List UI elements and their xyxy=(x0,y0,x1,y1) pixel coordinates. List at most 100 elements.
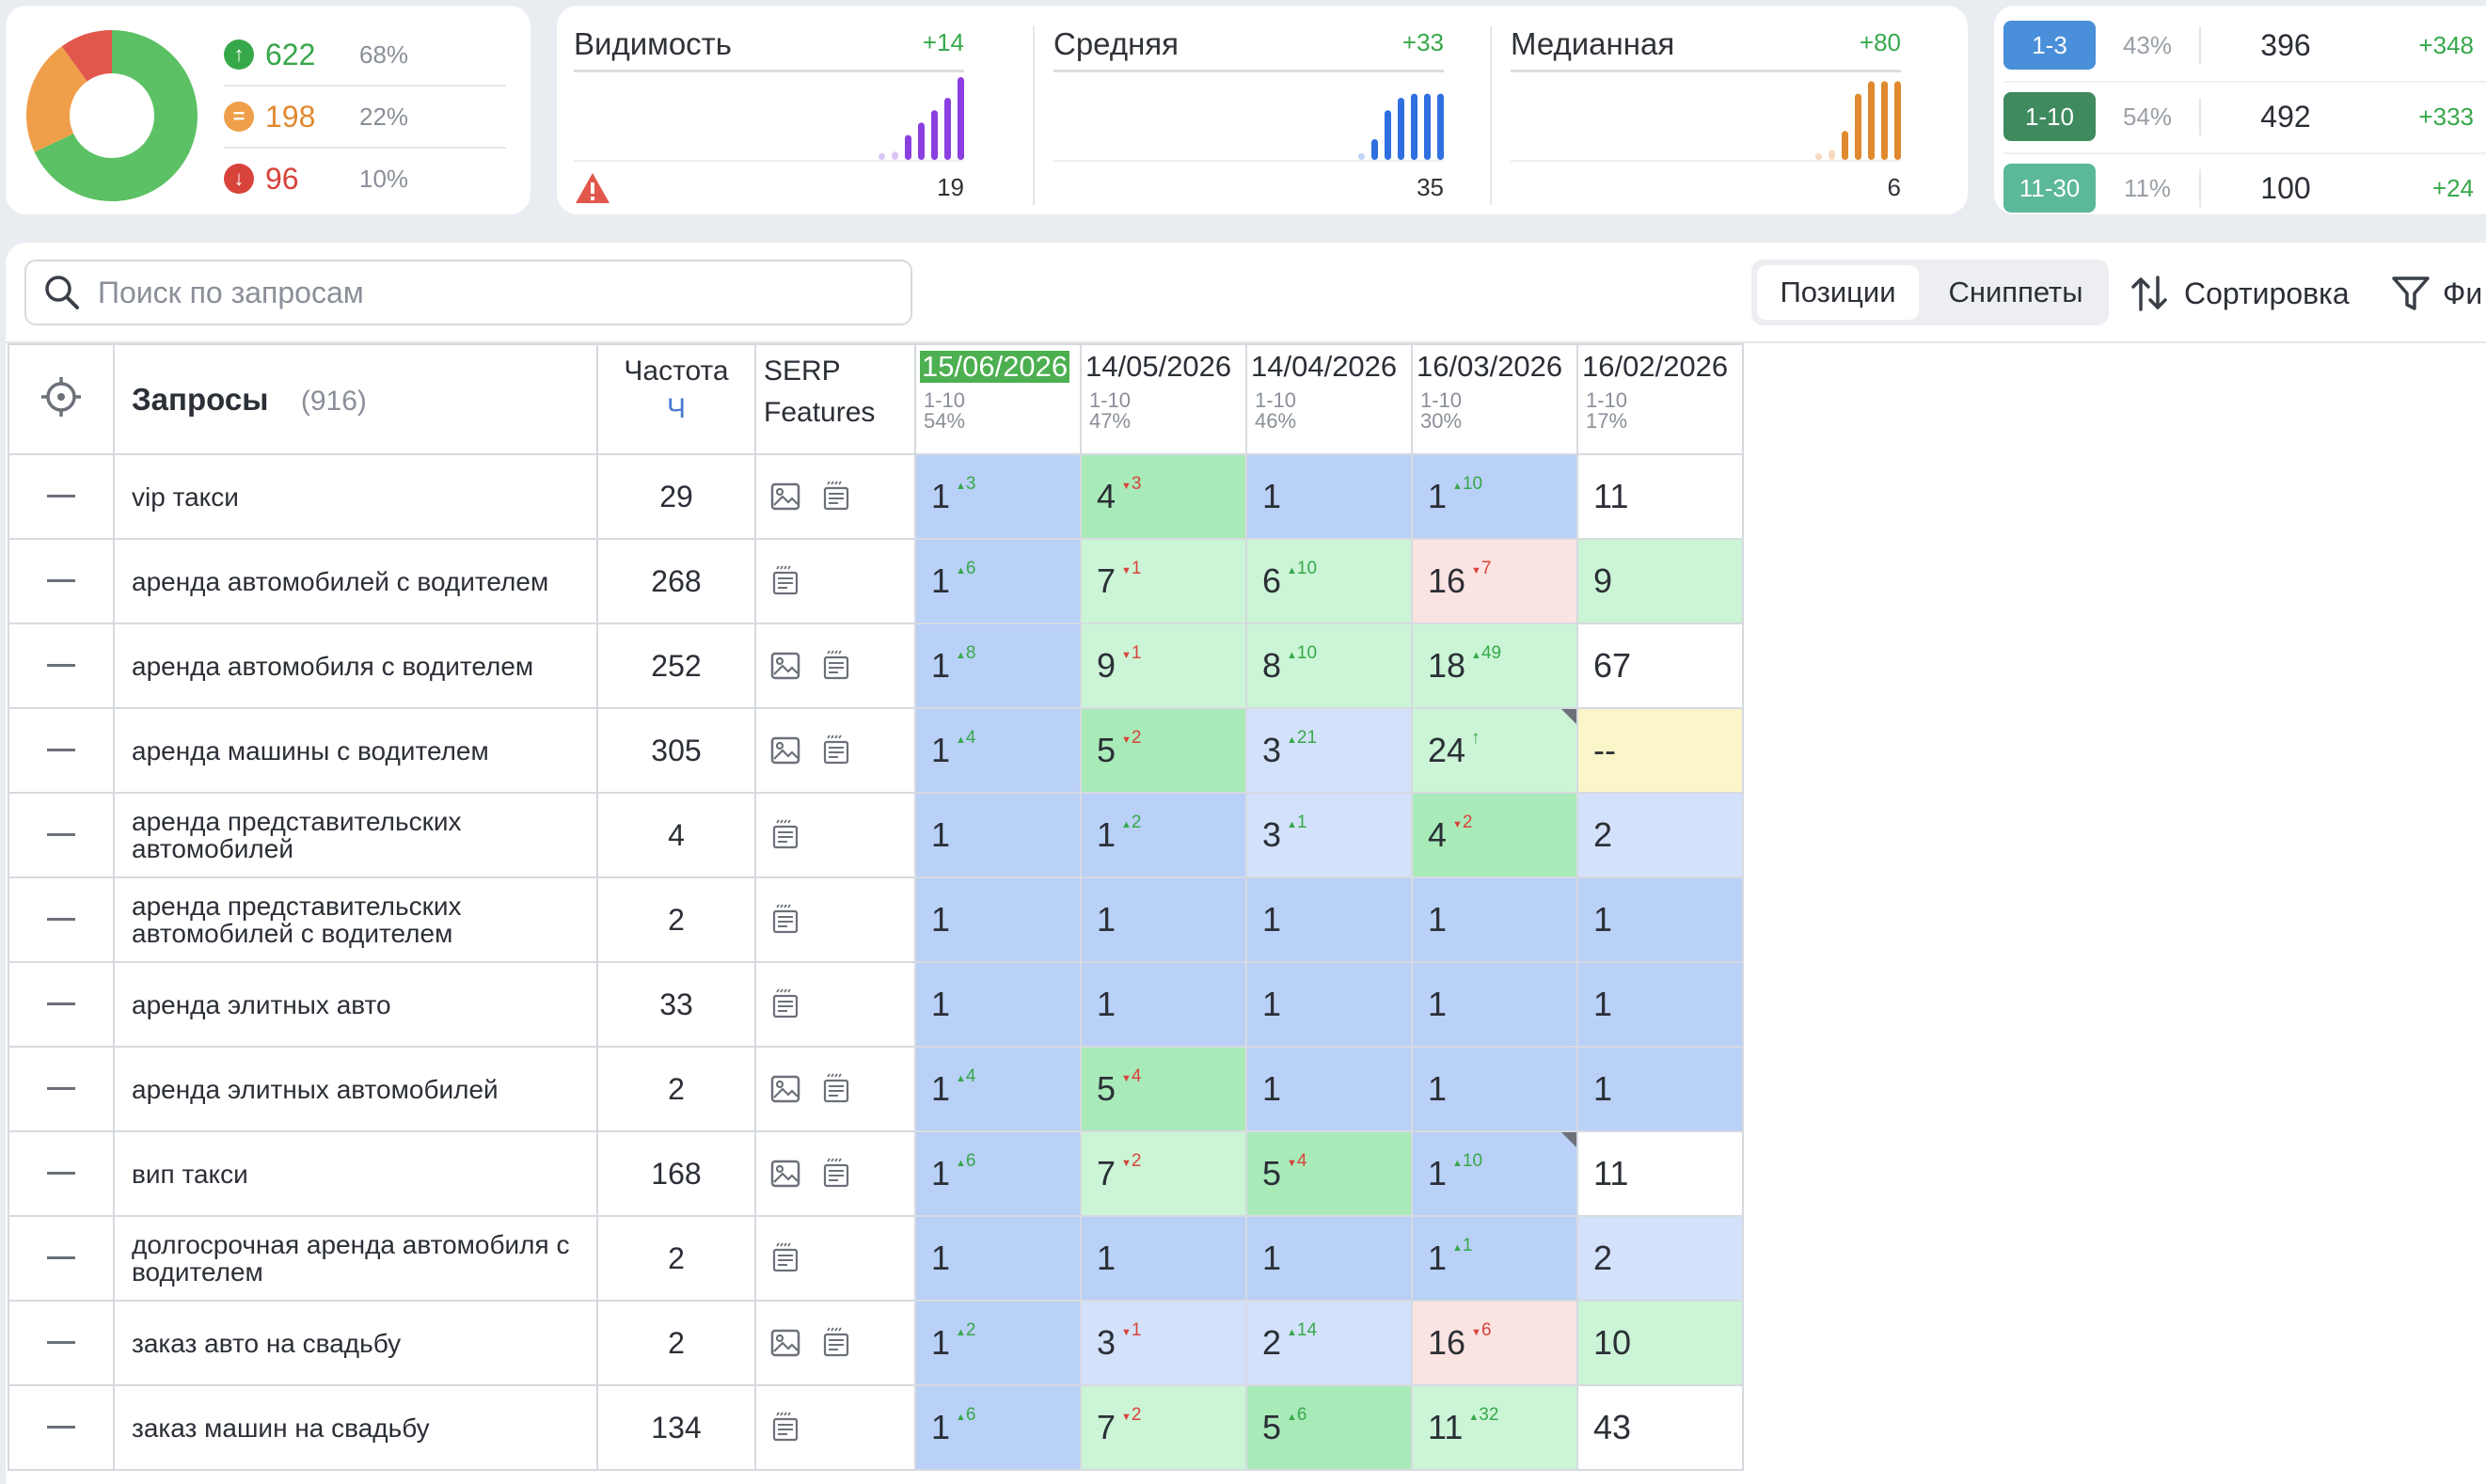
row-toggle[interactable] xyxy=(8,707,115,794)
position-cell[interactable]: 1 xyxy=(1411,1046,1578,1132)
position-cell[interactable]: 1 xyxy=(914,876,1082,963)
serp-features-cell[interactable] xyxy=(754,538,916,624)
serp-features-cell[interactable] xyxy=(754,792,916,878)
position-cell[interactable]: 9 xyxy=(1576,538,1744,624)
position-cell[interactable]: -- xyxy=(1576,707,1744,794)
date-column-header[interactable]: 16/02/2026 1-10 17% xyxy=(1576,343,1744,455)
query-cell[interactable]: аренда представительских автомобилей xyxy=(113,792,598,878)
position-cell[interactable]: 10 xyxy=(1576,1300,1744,1386)
position-cell[interactable]: 1 ▲2 xyxy=(1080,792,1247,878)
serp-features-cell[interactable] xyxy=(754,961,916,1048)
position-cell[interactable]: 3 ▼1 xyxy=(1080,1300,1247,1386)
query-cell[interactable]: вип такси xyxy=(113,1130,598,1217)
table-row[interactable]: аренда представительских автомобилей 4 1 1 ▲… xyxy=(8,792,1744,878)
row-toggle[interactable] xyxy=(8,792,115,878)
position-cell[interactable]: 16 ▼7 xyxy=(1411,538,1578,624)
position-cell[interactable]: 1 xyxy=(914,961,1082,1048)
position-cell[interactable]: 1 xyxy=(1245,453,1413,540)
target-column-header[interactable] xyxy=(8,343,115,455)
query-cell[interactable]: аренда автомобиля с водителем xyxy=(113,623,598,709)
position-cell[interactable]: 3 ▲21 xyxy=(1245,707,1413,794)
serp-features-cell[interactable] xyxy=(754,1215,916,1302)
position-cell[interactable]: 1 xyxy=(1245,1215,1413,1302)
query-cell[interactable]: заказ машин на свадьбу xyxy=(113,1384,598,1471)
sort-button[interactable]: Сортировка xyxy=(2128,267,2350,320)
search-box[interactable] xyxy=(24,260,912,325)
position-cell[interactable]: 1 ▲8 xyxy=(914,623,1082,709)
date-column-header[interactable]: 16/03/2026 1-10 30% xyxy=(1411,343,1578,455)
position-cell[interactable]: 1 ▲1 xyxy=(1411,1215,1578,1302)
row-toggle[interactable] xyxy=(8,876,115,963)
tab-positions[interactable]: Позиции xyxy=(1757,265,1919,320)
position-cell[interactable]: 2 ▲14 xyxy=(1245,1300,1413,1386)
position-cell[interactable]: 1 xyxy=(1576,961,1744,1048)
position-cell[interactable]: 7 ▼2 xyxy=(1080,1384,1247,1471)
position-cell[interactable]: 24 ↑ xyxy=(1411,707,1578,794)
table-row[interactable]: аренда машины с водителем 305 1 ▲4 5 ▼2 3 ▲21 24… xyxy=(8,707,1744,794)
serp-features-cell[interactable] xyxy=(754,1300,916,1386)
position-cell[interactable]: 9 ▼1 xyxy=(1080,623,1247,709)
range-row[interactable]: 1-10 54% 492 +333 xyxy=(2003,87,2486,147)
position-cell[interactable]: 6 ▲10 xyxy=(1245,538,1413,624)
date-column-header[interactable]: 15/06/2026 1-10 54% xyxy=(914,343,1082,455)
position-cell[interactable]: 5 ▼2 xyxy=(1080,707,1247,794)
position-cell[interactable]: 1 xyxy=(914,792,1082,878)
serp-features-cell[interactable] xyxy=(754,1384,916,1471)
table-row[interactable]: вип такси 168 1 ▲6 7 ▼2 5 ▼4 1 ▲10 11 xyxy=(8,1130,1744,1217)
position-cell[interactable]: 1 xyxy=(1411,961,1578,1048)
position-cell[interactable]: 1 xyxy=(1576,1046,1744,1132)
filter-button[interactable]: Фи xyxy=(2390,267,2482,320)
frequency-type[interactable]: Ч xyxy=(667,393,686,424)
tab-snippets[interactable]: Сниппеты xyxy=(1948,276,2083,308)
position-cell[interactable]: 11 ▲32 xyxy=(1411,1384,1578,1471)
position-cell[interactable]: 43 xyxy=(1576,1384,1744,1471)
table-row[interactable]: аренда автомобиля с водителем 252 1 ▲8 9 ▼1 8 ▲… xyxy=(8,623,1744,709)
position-cell[interactable]: 1 ▲6 xyxy=(914,1384,1082,1471)
row-toggle[interactable] xyxy=(8,1046,115,1132)
warning-icon[interactable] xyxy=(574,171,611,205)
position-cell[interactable]: 7 ▼2 xyxy=(1080,1130,1247,1217)
position-cell[interactable]: 5 ▼4 xyxy=(1245,1130,1413,1217)
position-cell[interactable]: 1 xyxy=(1080,1215,1247,1302)
row-toggle[interactable] xyxy=(8,623,115,709)
position-cell[interactable]: 1 ▲3 xyxy=(914,453,1082,540)
position-cell[interactable]: 16 ▼6 xyxy=(1411,1300,1578,1386)
table-row[interactable]: долгосрочная аренда автомобиля с водител… xyxy=(8,1215,1744,1302)
metric-visibility[interactable]: Видимость +14 19 xyxy=(557,6,985,214)
position-cell[interactable]: 1 xyxy=(1245,961,1413,1048)
position-cell[interactable]: 11 xyxy=(1576,453,1744,540)
table-row[interactable]: заказ авто на свадьбу 2 1 ▲2 3 ▼1 2 ▲14 16 ▼6 10 xyxy=(8,1300,1744,1386)
position-cell[interactable]: 1 ▲10 xyxy=(1411,1130,1578,1217)
query-cell[interactable]: аренда представительских автомобилей с в… xyxy=(113,876,598,963)
position-cell[interactable]: 1 xyxy=(1080,876,1247,963)
position-cell[interactable]: 67 xyxy=(1576,623,1744,709)
serp-features-cell[interactable] xyxy=(754,707,916,794)
position-cell[interactable]: 1 xyxy=(914,1215,1082,1302)
range-row[interactable]: 1-3 43% 396 +348 xyxy=(2003,15,2486,75)
position-cell[interactable]: 2 xyxy=(1576,792,1744,878)
position-cell[interactable]: 1 ▲4 xyxy=(914,1046,1082,1132)
position-cell[interactable]: 1 ▲2 xyxy=(914,1300,1082,1386)
row-toggle[interactable] xyxy=(8,1215,115,1302)
row-toggle[interactable] xyxy=(8,961,115,1048)
frequency-column-header[interactable]: Частота Ч xyxy=(596,343,756,455)
serp-features-cell[interactable] xyxy=(754,1046,916,1132)
position-cell[interactable]: 1 xyxy=(1080,961,1247,1048)
position-cell[interactable]: 2 xyxy=(1576,1215,1744,1302)
query-cell[interactable]: vip такси xyxy=(113,453,598,540)
row-toggle[interactable] xyxy=(8,538,115,624)
table-row[interactable]: аренда элитных автомобилей 2 1 ▲4 5 ▼4 1 1 1 xyxy=(8,1046,1744,1132)
metric-average[interactable]: Средняя +33 35 xyxy=(1037,6,1465,214)
serp-features-cell[interactable] xyxy=(754,623,916,709)
position-cell[interactable]: 1 ▲6 xyxy=(914,1130,1082,1217)
position-cell[interactable]: 18 ▲49 xyxy=(1411,623,1578,709)
date-column-header[interactable]: 14/05/2026 1-10 47% xyxy=(1080,343,1247,455)
query-cell[interactable]: долгосрочная аренда автомобиля с водител… xyxy=(113,1215,598,1302)
row-toggle[interactable] xyxy=(8,1130,115,1217)
range-row[interactable]: 11-30 11% 100 +24 xyxy=(2003,158,2486,218)
query-cell[interactable]: аренда элитных автомобилей xyxy=(113,1046,598,1132)
position-cell[interactable]: 5 ▼4 xyxy=(1080,1046,1247,1132)
position-cell[interactable]: 4 ▼2 xyxy=(1411,792,1578,878)
serp-features-cell[interactable] xyxy=(754,453,916,540)
position-cell[interactable]: 7 ▼1 xyxy=(1080,538,1247,624)
